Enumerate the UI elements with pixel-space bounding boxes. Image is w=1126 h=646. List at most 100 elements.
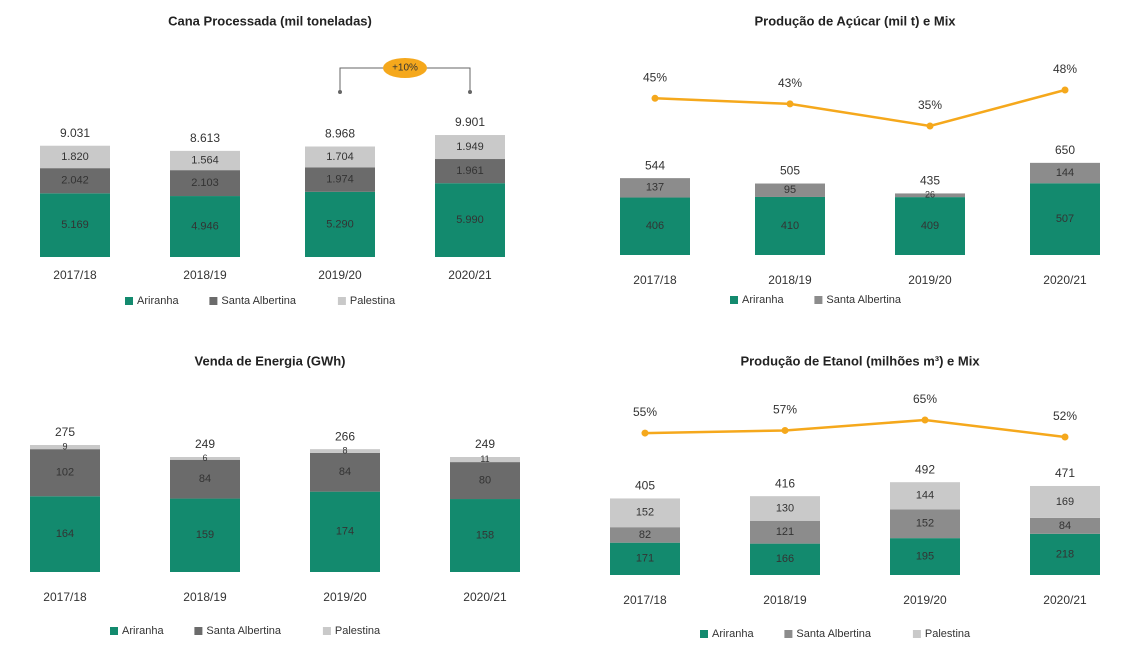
total-label: 650 <box>1055 143 1075 157</box>
bar-segment <box>895 193 965 198</box>
data-label: 218 <box>1056 548 1074 560</box>
mix-point <box>1061 86 1069 94</box>
total-label: 8.613 <box>190 131 220 145</box>
legend-label: Santa Albertina <box>796 628 871 640</box>
x-tick-label: 2020/21 <box>1043 593 1087 607</box>
data-label: 1.564 <box>191 154 219 166</box>
data-label: 409 <box>921 220 939 232</box>
data-label: 152 <box>916 518 934 530</box>
legend-swatch <box>784 630 793 638</box>
total-label: 492 <box>915 462 935 476</box>
total-label: 9.031 <box>60 126 90 140</box>
data-label: 121 <box>776 526 794 538</box>
bar-segment <box>40 193 110 257</box>
bar-segment <box>755 196 825 255</box>
total-label: 249 <box>195 437 215 451</box>
data-label: 11 <box>480 454 489 464</box>
annotation-dot <box>468 90 472 94</box>
data-label: 8 <box>342 445 347 455</box>
x-tick-label: 2017/18 <box>633 273 677 287</box>
bar-segment <box>1030 533 1100 575</box>
legend-label: Ariranha <box>122 625 164 637</box>
data-label: 171 <box>636 553 654 565</box>
data-label: 84 <box>1059 520 1071 532</box>
bar-segment <box>305 191 375 257</box>
total-label: 544 <box>645 158 665 172</box>
bar-segment <box>750 520 820 544</box>
x-tick-label: 2019/20 <box>903 593 947 607</box>
mix-point <box>921 416 929 424</box>
legend-swatch <box>110 627 118 635</box>
x-tick-label: 2018/19 <box>183 590 227 604</box>
legend-label: Santa Albertina <box>221 295 296 307</box>
mix-label: 48% <box>1053 62 1077 76</box>
bar-segment <box>435 159 505 184</box>
bar-segment <box>750 543 820 575</box>
bar-segment <box>170 170 240 197</box>
bar-segment <box>890 538 960 575</box>
bar-segment <box>755 183 825 197</box>
bar-segment <box>310 491 380 572</box>
data-label: 5.169 <box>61 219 89 231</box>
bar-segment <box>170 150 240 171</box>
x-tick-label: 2017/18 <box>53 268 97 282</box>
legend-label: Ariranha <box>712 628 754 640</box>
total-label: 471 <box>1055 466 1075 480</box>
mix-point <box>786 100 794 108</box>
legend-swatch <box>814 296 823 304</box>
annotation: +10% <box>392 63 418 74</box>
legend-label: Palestina <box>335 625 381 637</box>
total-label: 249 <box>475 437 495 451</box>
chart-title: Produção de Etanol (milhões m³) e Mix <box>740 353 980 368</box>
legend-swatch <box>194 627 203 635</box>
data-label: 1.974 <box>326 174 354 186</box>
mix-label: 45% <box>643 70 667 84</box>
legend-label: Palestina <box>925 628 971 640</box>
bar-segment <box>620 178 690 198</box>
bar-segment <box>1030 517 1100 534</box>
data-label: 406 <box>646 220 664 232</box>
data-label: 166 <box>776 553 794 565</box>
bar-segment <box>895 197 965 255</box>
mix-point <box>1061 433 1069 441</box>
mix-label: 57% <box>773 403 797 417</box>
data-label: 1.820 <box>61 151 89 163</box>
x-tick-label: 2018/19 <box>763 593 807 607</box>
legend-swatch <box>700 630 708 638</box>
total-label: 9.901 <box>455 115 485 129</box>
data-label: 195 <box>916 550 934 562</box>
data-label: 9 <box>62 441 67 451</box>
total-label: 8.968 <box>325 127 355 141</box>
data-label: 26 <box>925 190 935 200</box>
bar-segment <box>30 445 100 450</box>
data-label: 2.042 <box>61 175 89 187</box>
data-label: 95 <box>784 184 796 196</box>
total-label: 505 <box>780 164 800 178</box>
total-label: 416 <box>775 476 795 490</box>
annotation-dot <box>338 90 342 94</box>
bar-segment <box>305 146 375 168</box>
bar-segment <box>170 196 240 257</box>
data-label: 5.290 <box>326 218 354 230</box>
data-label: 144 <box>916 490 934 502</box>
bar-segment <box>310 449 380 453</box>
x-tick-label: 2018/19 <box>183 268 227 282</box>
data-label: 144 <box>1056 167 1074 179</box>
legend-swatch <box>322 627 331 635</box>
mix-point <box>651 94 659 102</box>
mix-label: 65% <box>913 392 937 406</box>
data-label: 507 <box>1056 213 1074 225</box>
mix-label: 43% <box>778 76 802 90</box>
bar-segment <box>620 197 690 255</box>
data-label: 1.704 <box>326 151 354 163</box>
legend-swatch <box>125 297 133 305</box>
total-label: 405 <box>635 479 655 493</box>
data-label: 174 <box>336 526 354 538</box>
bar-segment <box>450 462 520 500</box>
bar-segment <box>40 145 110 169</box>
data-label: 80 <box>479 474 491 486</box>
bar-segment <box>1030 485 1100 518</box>
mix-line <box>644 418 1066 439</box>
data-label: 169 <box>1056 496 1074 508</box>
